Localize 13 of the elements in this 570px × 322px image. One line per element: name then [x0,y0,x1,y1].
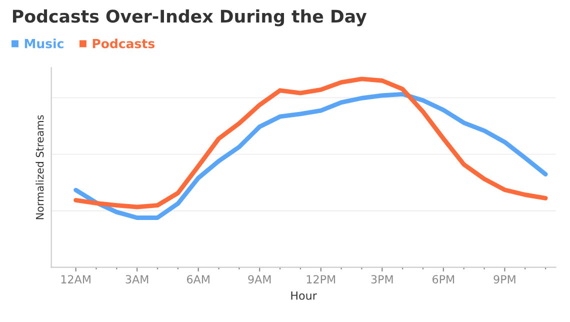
x-tick-label: 9PM [494,275,516,284]
x-axis-title: Hour [291,292,317,300]
chart-title: Podcasts Over-Index During the Day [12,9,367,26]
x-tick-label: 6PM [432,275,454,284]
x-tick-label: 12AM [61,275,90,284]
legend-label: Podcasts [92,38,155,48]
x-tick-label: 6AM [186,275,210,284]
x-tick-label: 3PM [371,275,393,284]
x-tick-label: 12PM [306,275,336,284]
y-axis-title: Normalized Streams [36,115,44,220]
legend-label: Music [24,38,64,48]
x-tick-label: 3AM [126,275,148,284]
x-tick-label: 9AM [248,275,271,284]
